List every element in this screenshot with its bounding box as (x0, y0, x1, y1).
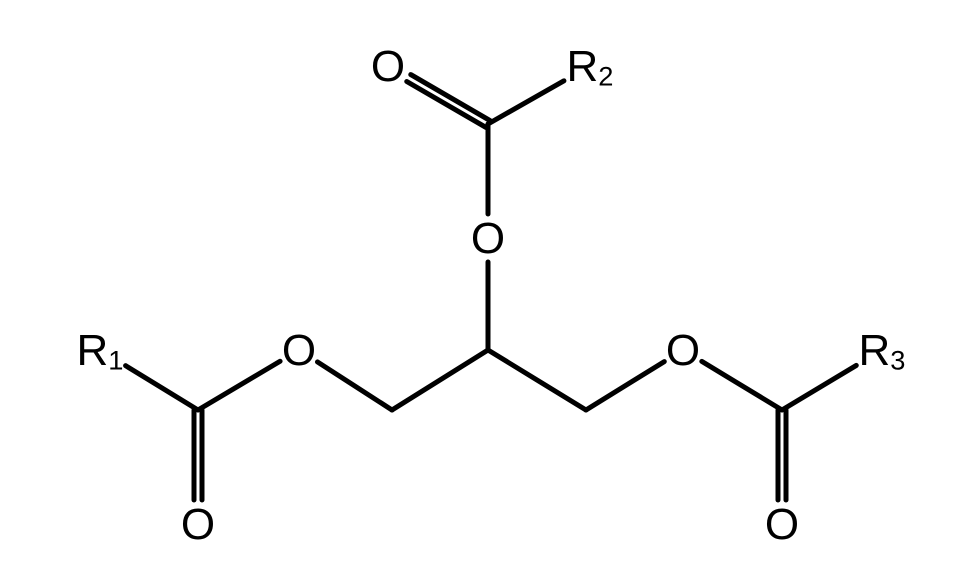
single-bond (317, 362, 392, 410)
single-bond (126, 366, 198, 410)
atom-label-O2a: O (371, 42, 405, 91)
atom-label-O2b: O (471, 214, 505, 263)
atom-label-O1b: O (282, 326, 316, 375)
atom-label-O3a: O (765, 500, 799, 549)
atom-label-R1: R1 (77, 326, 124, 376)
atom-label-R2: R2 (567, 42, 614, 92)
bonds-group (126, 75, 857, 500)
double-bond (194, 410, 202, 500)
single-bond (488, 350, 586, 410)
single-bond (488, 81, 564, 124)
atom-label-R3: R3 (859, 326, 906, 376)
single-bond (586, 362, 664, 410)
single-bond (702, 361, 782, 410)
double-bond (407, 75, 490, 128)
molecular-structure-canvas: R1 O O O O R2 O O R3 (0, 0, 978, 575)
single-bond (198, 361, 280, 410)
atom-label-O3b: O (666, 326, 700, 375)
single-bond (782, 365, 856, 410)
single-bond (392, 350, 488, 410)
double-bond (778, 410, 786, 500)
atom-label-O1a: O (181, 500, 215, 549)
